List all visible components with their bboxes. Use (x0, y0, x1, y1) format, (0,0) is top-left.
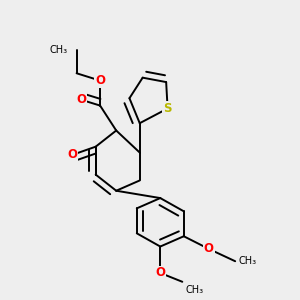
Text: CH₃: CH₃ (238, 256, 256, 266)
Text: S: S (164, 102, 172, 115)
Text: O: O (67, 148, 77, 161)
Text: CH₃: CH₃ (185, 285, 203, 295)
Text: O: O (95, 74, 105, 87)
Text: CH₃: CH₃ (50, 45, 68, 55)
Text: O: O (76, 93, 86, 106)
Text: O: O (204, 242, 214, 255)
Text: O: O (155, 266, 165, 280)
